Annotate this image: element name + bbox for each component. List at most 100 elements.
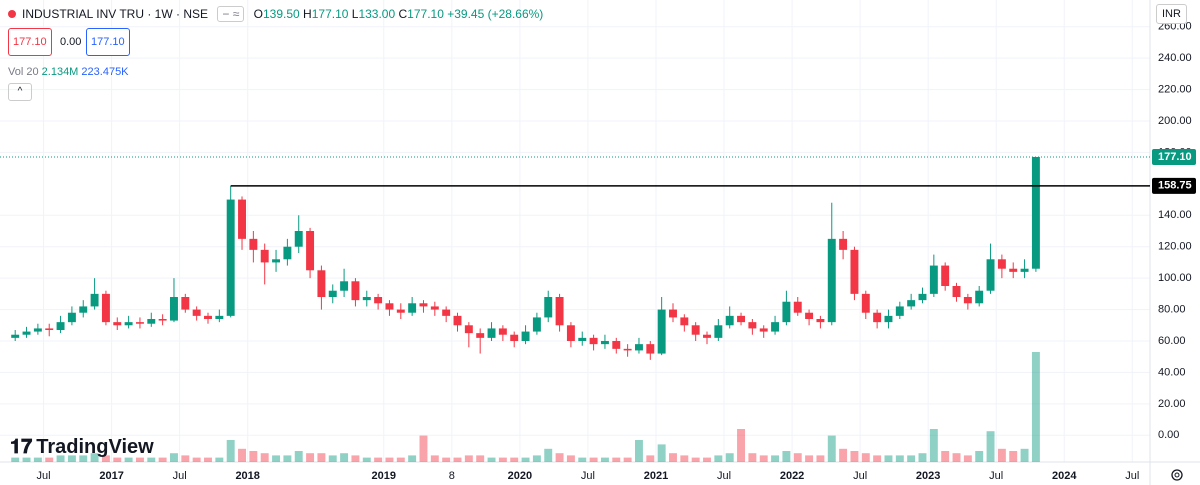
volume-bar bbox=[873, 455, 882, 462]
compare-button[interactable]: − ≈ bbox=[217, 6, 245, 22]
x-tick-label: Jul bbox=[717, 470, 731, 482]
volume-bar bbox=[544, 448, 553, 462]
volume-bar bbox=[476, 455, 485, 462]
volume-bar bbox=[396, 457, 405, 462]
grid bbox=[0, 0, 1150, 462]
volume-bar bbox=[782, 451, 791, 462]
candle-body bbox=[816, 319, 825, 323]
candle-body bbox=[623, 348, 632, 351]
candle-body bbox=[170, 297, 178, 321]
candle-body bbox=[646, 344, 655, 354]
candle-body bbox=[396, 309, 405, 313]
candle-body bbox=[306, 231, 315, 271]
volume-bar bbox=[317, 453, 326, 462]
volume-bar bbox=[340, 453, 349, 462]
volume-bar bbox=[555, 453, 564, 462]
candle-body bbox=[430, 306, 439, 310]
volume-bar bbox=[941, 451, 950, 462]
volume-bar bbox=[771, 455, 780, 462]
candle-body bbox=[272, 259, 281, 263]
change-value: +39.45 (+28.66%) bbox=[447, 7, 544, 21]
volume-value: 2.134M bbox=[41, 66, 79, 78]
volume-bar bbox=[170, 453, 178, 462]
volume-bar bbox=[215, 457, 224, 462]
volume-bar bbox=[861, 453, 870, 462]
candle-body bbox=[521, 331, 530, 341]
volume-legend: Vol 20 2.134M 223.475K bbox=[8, 66, 129, 78]
candle-body bbox=[725, 315, 734, 326]
candle-body bbox=[67, 312, 76, 323]
volume-bar bbox=[430, 455, 439, 462]
volume-bar bbox=[101, 455, 110, 462]
sell-button[interactable]: 177.10 bbox=[8, 28, 52, 56]
candle-body bbox=[419, 303, 428, 307]
open-label: O bbox=[253, 7, 263, 21]
candle-body bbox=[941, 265, 950, 286]
candle-body bbox=[1020, 268, 1029, 272]
buy-button[interactable]: 177.10 bbox=[86, 28, 130, 56]
candle-body bbox=[873, 312, 882, 323]
candle-body bbox=[612, 341, 621, 349]
volume-bar bbox=[442, 457, 451, 462]
candle-body bbox=[181, 297, 190, 310]
overlay: 0.0020.0040.0060.0080.00100.00120.00140.… bbox=[0, 21, 1196, 482]
volume-bar bbox=[793, 453, 802, 462]
candle-body bbox=[578, 337, 587, 341]
x-tick-label: 2022 bbox=[780, 470, 804, 482]
candle-body bbox=[11, 334, 20, 338]
y-tick-label: 240.00 bbox=[1158, 52, 1192, 64]
collapse-button[interactable]: ^ bbox=[8, 83, 32, 101]
candle-body bbox=[487, 328, 496, 338]
candle-body bbox=[975, 290, 984, 304]
volume-bar bbox=[147, 457, 156, 462]
settings-icon[interactable] bbox=[1171, 469, 1183, 481]
candle-body bbox=[340, 281, 349, 291]
volume-bar bbox=[827, 435, 836, 462]
volume-bar bbox=[929, 429, 938, 462]
last-price-label: 177.10 bbox=[1158, 151, 1192, 163]
candle-body bbox=[147, 319, 156, 324]
x-tick-label: Jul bbox=[853, 470, 867, 482]
candle-body bbox=[238, 199, 246, 239]
candle-body bbox=[805, 312, 814, 319]
x-tick-label: 2024 bbox=[1052, 470, 1077, 482]
candle-body bbox=[861, 293, 870, 313]
currency-button[interactable]: INR bbox=[1156, 4, 1187, 24]
volume-bar bbox=[589, 457, 598, 462]
candle-body bbox=[714, 325, 723, 338]
candle-body bbox=[260, 249, 269, 263]
candle-body bbox=[204, 315, 212, 319]
candle-body bbox=[374, 297, 383, 304]
volume-bar bbox=[952, 453, 961, 462]
candle-body bbox=[929, 265, 938, 294]
candle-body bbox=[453, 315, 462, 326]
candle-body bbox=[600, 341, 609, 345]
x-tick-label: 2021 bbox=[644, 470, 668, 482]
volume-bar bbox=[306, 453, 315, 462]
volume-bar bbox=[238, 448, 246, 462]
candle-body bbox=[226, 199, 235, 316]
volume-bar bbox=[657, 444, 666, 462]
volume-ma-value: 223.475K bbox=[81, 66, 129, 78]
candle-body bbox=[963, 297, 972, 304]
volume-bar bbox=[918, 453, 927, 462]
candle-body bbox=[839, 238, 848, 250]
volume-bar bbox=[362, 457, 371, 462]
candle-body bbox=[45, 328, 54, 330]
volume-bar bbox=[850, 451, 859, 462]
volume-bar bbox=[226, 440, 235, 462]
volume-bar bbox=[1009, 451, 1018, 462]
volume-bar bbox=[33, 457, 42, 462]
volume-bar bbox=[22, 457, 31, 462]
volume-bar bbox=[45, 457, 54, 462]
volume-bar bbox=[464, 455, 473, 462]
candle-body bbox=[328, 290, 337, 297]
logo-text: TradingView bbox=[36, 436, 154, 458]
candle-body bbox=[680, 317, 689, 326]
y-tick-label: 20.00 bbox=[1158, 398, 1186, 410]
volume-bar bbox=[907, 455, 916, 462]
volume-bar bbox=[521, 457, 530, 462]
volume-bar bbox=[498, 457, 507, 462]
volume-bar bbox=[703, 457, 711, 462]
